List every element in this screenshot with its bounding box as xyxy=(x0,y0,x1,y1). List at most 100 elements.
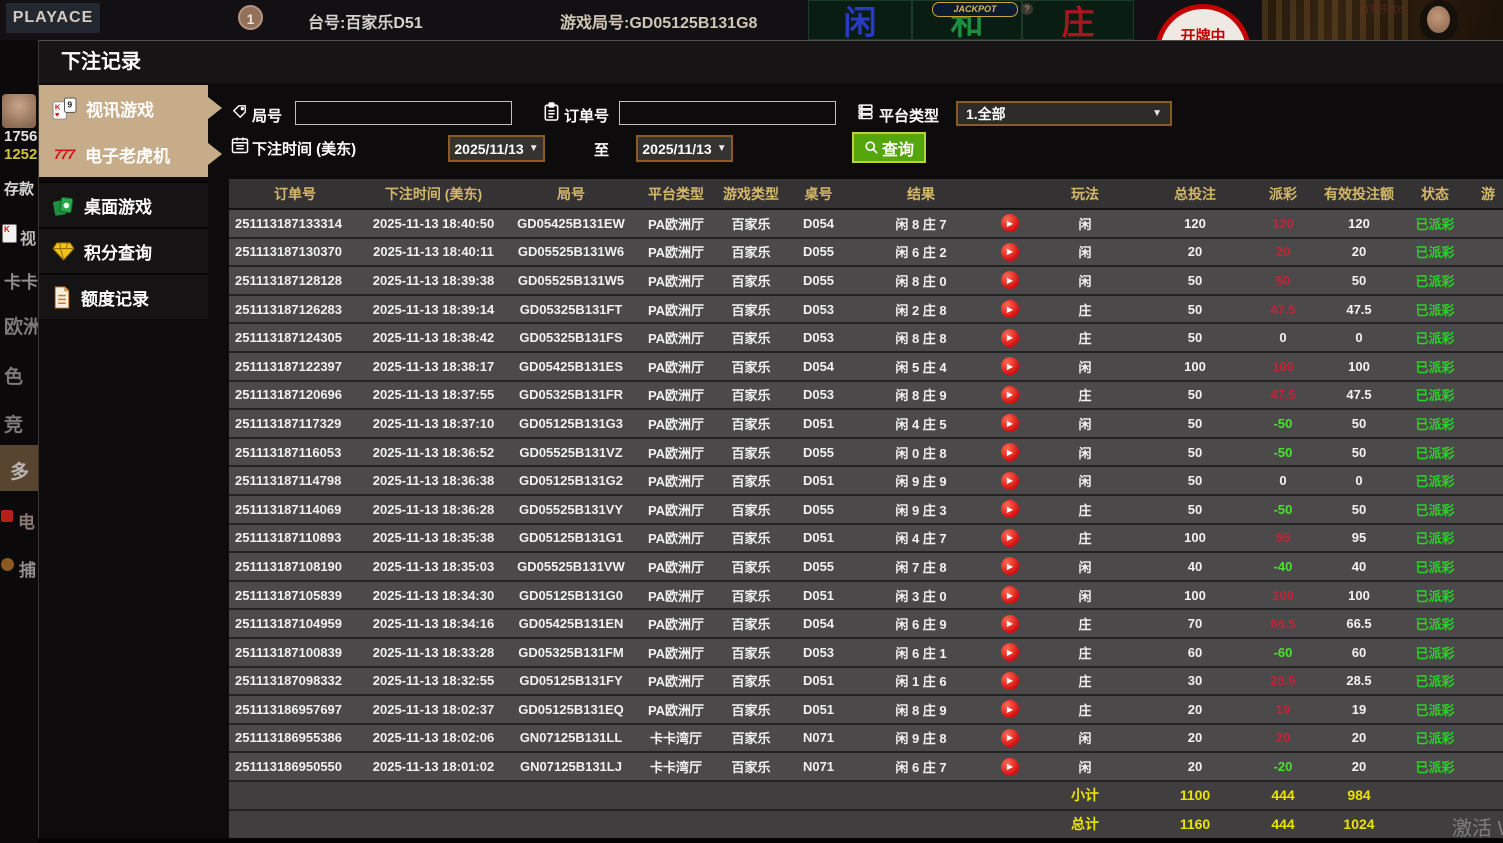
replay-play-icon[interactable]: ▶ xyxy=(1001,414,1019,433)
menu-europe-hall[interactable]: 欧洲 xyxy=(4,317,38,338)
cell-clipped xyxy=(1469,496,1503,523)
cell-order-number: 251113187130370 xyxy=(235,244,343,260)
replay-play-icon[interactable]: ▶ xyxy=(1001,385,1019,404)
cell-bet-time: 2025-11-13 18:38:17 xyxy=(372,358,495,374)
menu-deposit[interactable]: 存款 xyxy=(4,181,35,198)
cell-table-number: D055 xyxy=(802,444,835,460)
cell-bet-type: 闲 xyxy=(1078,588,1092,604)
replay-play-icon[interactable]: ▶ xyxy=(1001,242,1019,261)
sidebar-item-table-games[interactable]: 桌面游戏 xyxy=(39,181,208,227)
total-payout: 444 xyxy=(1271,816,1295,833)
cell-valid-bet: 0 xyxy=(1355,473,1363,489)
cell-round-number: GD05525B131VY xyxy=(518,501,624,517)
menu-se[interactable]: 色 xyxy=(4,367,24,388)
cell-table-number: D055 xyxy=(802,244,835,260)
cell-table-number: D055 xyxy=(802,272,835,288)
replay-play-icon[interactable]: ▶ xyxy=(1001,643,1019,662)
cell-table-number: D054 xyxy=(802,215,835,231)
query-button[interactable]: 查询 xyxy=(852,132,926,163)
cell-replay: ▶ xyxy=(991,353,1029,380)
menu-duo[interactable]: 多 xyxy=(10,462,30,483)
sidebar-item-slots[interactable]: 777 电子老虎机 xyxy=(39,131,222,177)
menu-kaka-hall[interactable]: 卡卡 xyxy=(4,273,38,292)
cell-status: 已派彩 xyxy=(1415,216,1455,232)
cell-bet-time: 2025-11-13 18:34:16 xyxy=(372,616,495,632)
replay-play-icon[interactable]: ▶ xyxy=(1001,557,1019,576)
cell-clipped xyxy=(1469,553,1503,580)
replay-play-icon[interactable]: ▶ xyxy=(1001,214,1019,233)
bet-area-banker[interactable]: 庄 xyxy=(1022,0,1134,40)
cell-status: 已派彩 xyxy=(1415,359,1455,375)
cell-replay: ▶ xyxy=(991,324,1029,351)
bet-area-player[interactable]: 闲 xyxy=(808,0,912,40)
replay-play-icon[interactable]: ▶ xyxy=(1001,471,1019,490)
replay-play-icon[interactable]: ▶ xyxy=(1001,614,1019,633)
cell-payout: -50 xyxy=(1273,444,1293,460)
replay-play-icon[interactable]: ▶ xyxy=(1001,757,1019,776)
cell-total-bet: 120 xyxy=(1184,215,1206,231)
cell-total-bet: 100 xyxy=(1184,530,1206,546)
table-row: 251113187126283 2025-11-13 18:39:14 GD05… xyxy=(229,295,1503,325)
subtotal-row: 小计 1100 444 984 xyxy=(229,781,1503,811)
date-to-select[interactable]: 2025/11/13 ▼ xyxy=(636,135,733,162)
modal-sidebar: K ♥ 9 视讯游戏 777 电子老虎机 桌面游戏 积分查询 额度记录 xyxy=(39,83,222,319)
game-round-label: 游戏局号:GD05125B131G8 xyxy=(560,15,758,32)
cell-game-type: 百家乐 xyxy=(731,559,771,575)
menu-video-games[interactable]: 视 xyxy=(20,231,37,248)
replay-play-icon[interactable]: ▶ xyxy=(1001,671,1019,690)
sidebar-item-points[interactable]: 积分查询 xyxy=(39,227,208,273)
playing-cards-icon: K♥ 9 xyxy=(52,96,77,120)
replay-play-icon[interactable]: ▶ xyxy=(1001,728,1019,747)
cell-replay: ▶ xyxy=(991,410,1029,437)
cell-order-number: 251113187120696 xyxy=(235,387,343,403)
cell-total-bet: 30 xyxy=(1187,673,1203,689)
replay-play-icon[interactable]: ▶ xyxy=(1001,300,1019,319)
cell-round-number: GD05325B131FR xyxy=(518,387,624,403)
cell-total-bet: 50 xyxy=(1187,444,1203,460)
menu-fishing[interactable]: 捕 xyxy=(19,561,36,580)
cell-order-number: 251113187128128 xyxy=(235,272,343,288)
cell-valid-bet: 66.5 xyxy=(1346,616,1372,632)
cell-round-number: GN07125B131LJ xyxy=(520,759,622,775)
jackpot-help-icon[interactable]: ? xyxy=(1021,3,1033,15)
replay-play-icon[interactable]: ▶ xyxy=(1001,328,1019,347)
date-from-select[interactable]: 2025/11/13 ▼ xyxy=(448,135,545,162)
header-result: 结果 xyxy=(907,185,935,202)
replay-play-icon[interactable]: ▶ xyxy=(1001,700,1019,719)
menu-jing[interactable]: 竞 xyxy=(4,415,24,436)
cell-platform: PA欧洲厅 xyxy=(647,302,705,318)
menu-electronic[interactable]: 电 xyxy=(18,513,35,532)
sidebar-item-quota-records[interactable]: 额度记录 xyxy=(39,273,208,319)
total-row: 总计 1160 444 1024 xyxy=(229,810,1503,838)
order-input[interactable] xyxy=(619,101,836,125)
platform-select[interactable]: 1.全部 ▼ xyxy=(956,101,1172,126)
cell-clipped xyxy=(1469,439,1503,466)
replay-play-icon[interactable]: ▶ xyxy=(1001,443,1019,462)
menu-duo-highlight[interactable] xyxy=(0,445,38,491)
replay-play-icon[interactable]: ▶ xyxy=(1001,271,1019,290)
cell-platform: PA欧洲厅 xyxy=(647,702,705,718)
round-input[interactable] xyxy=(295,101,512,125)
replay-play-icon[interactable]: ▶ xyxy=(1001,357,1019,376)
sidebar-item-video-games[interactable]: K ♥ 9 视讯游戏 xyxy=(39,85,222,131)
replay-play-icon[interactable]: ▶ xyxy=(1001,528,1019,547)
replay-play-icon[interactable]: ▶ xyxy=(1001,586,1019,605)
cell-result: 闲 6 庄 1 xyxy=(895,645,947,661)
cell-round-number: GD05125B131G1 xyxy=(518,530,624,546)
cell-result: 闲 8 庄 8 xyxy=(895,331,947,347)
cell-round-number: GD05425B131EN xyxy=(518,616,624,632)
cell-clipped xyxy=(1469,210,1503,237)
cell-payout: -60 xyxy=(1273,644,1293,660)
cell-order-number: 251113187122397 xyxy=(235,358,343,374)
cell-order-number: 251113187126283 xyxy=(235,301,343,317)
table-row: 251113187104959 2025-11-13 18:34:16 GD05… xyxy=(229,610,1503,639)
cell-result: 闲 3 庄 0 xyxy=(895,588,947,604)
cell-payout: 19 xyxy=(1275,701,1291,717)
cell-round-number: GD05525B131W5 xyxy=(517,272,625,288)
table-row: 251113187122397 2025-11-13 18:38:17 GD05… xyxy=(229,352,1503,382)
cell-round-number: GD05425B131ES xyxy=(518,358,624,374)
replay-play-icon[interactable]: ▶ xyxy=(1001,500,1019,519)
header-platform: 平台类型 xyxy=(648,185,704,202)
cell-round-number: GD05125B131G3 xyxy=(518,415,624,431)
query-button-label: 查询 xyxy=(881,141,914,159)
